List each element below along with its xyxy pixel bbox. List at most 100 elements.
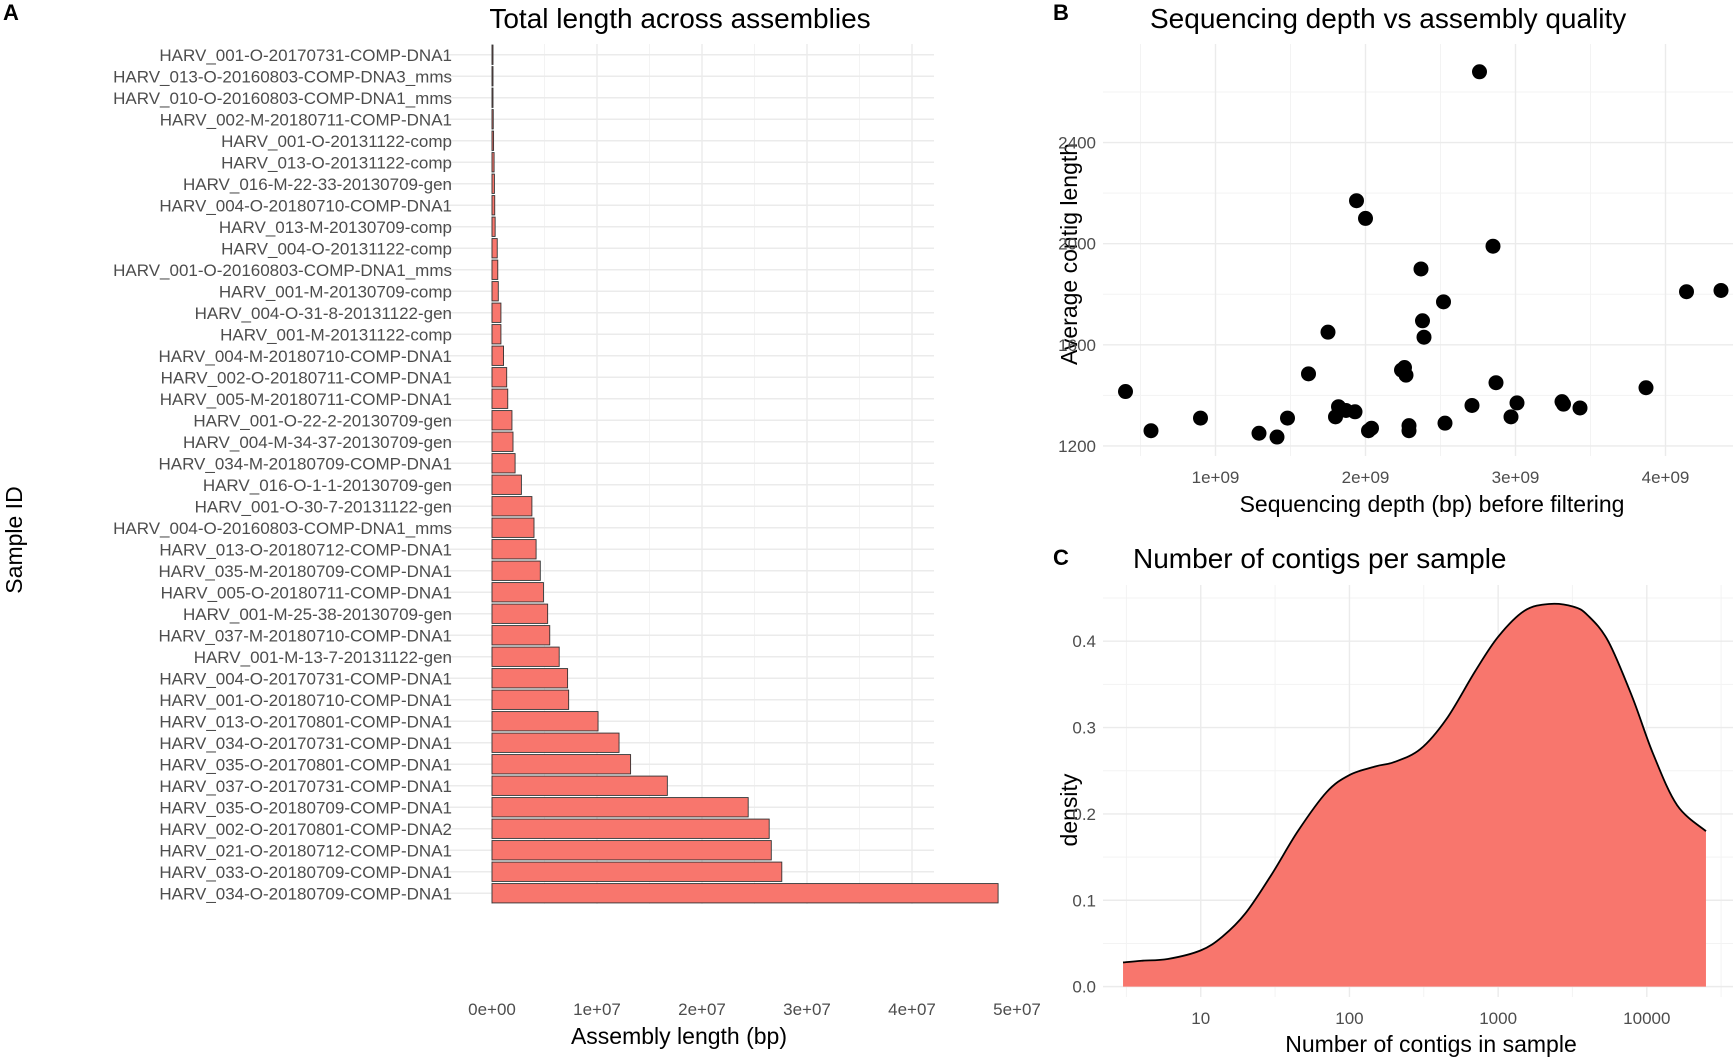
panel-a-bar: [491, 883, 999, 904]
panel-b-point: [1488, 375, 1504, 391]
panel-b-y-tick-label: 1600: [1058, 336, 1096, 355]
panel-c-title: Number of contigs per sample: [1133, 543, 1507, 574]
panel-a-y-tick-label: HARV_034-M-20180709-COMP-DNA1: [158, 454, 452, 473]
panel-a-bar: [491, 44, 494, 65]
panel-a-bar: [491, 152, 495, 173]
panel-b-point: [1485, 238, 1501, 254]
panel-a-y-tick-label: HARV_035-O-20180709-COMP-DNA1: [159, 798, 452, 817]
panel-a-y-tick-label: HARV_037-M-20180710-COMP-DNA1: [158, 626, 452, 645]
panel-a-bar: [491, 87, 494, 108]
panel-c: C Number of contigs per sample Number of…: [1053, 543, 1733, 1057]
panel-b-gridlines: [1103, 44, 1733, 456]
panel-a-bar: [491, 109, 494, 130]
panel-b-point: [1713, 282, 1729, 298]
panel-a-bar: [491, 238, 498, 259]
panel-a-label: A: [3, 0, 19, 25]
panel-b-x-tick-label: 4e+09: [1642, 468, 1690, 487]
panel-a-bar: [491, 474, 522, 495]
panel-a-title: Total length across assemblies: [489, 3, 870, 34]
panel-a-y-tick-label: HARV_004-M-20180710-COMP-DNA1: [158, 347, 452, 366]
panel-b-x-tick-labels: 1e+09 2e+09 3e+09 4e+09: [1192, 468, 1690, 487]
panel-b-point: [1358, 210, 1373, 226]
panel-b-x-tick-label: 2e+09: [1342, 468, 1390, 487]
panel-a-bar: [491, 840, 772, 861]
panel-b-y-tick-labels: 1200 1600 2000 2400: [1058, 134, 1096, 456]
panel-a-x-axis-title: Assembly length (bp): [571, 1023, 787, 1049]
panel-a-bar: [491, 517, 535, 538]
panel-a-y-tick-label: HARV_013-M-20130709-comp: [219, 218, 452, 237]
panel-c-label: C: [1053, 545, 1069, 570]
panel-a-bar: [491, 646, 560, 667]
panel-c-density-fill: [1123, 603, 1706, 987]
panel-b-point: [1349, 193, 1364, 209]
panel-a-y-tick-label: HARV_013-O-20180712-COMP-DNA1: [159, 540, 452, 559]
panel-a-y-tick-label: HARV_013-O-20170801-COMP-DNA1: [159, 712, 452, 731]
panel-b-point: [1572, 400, 1588, 416]
panel-a-bar: [491, 281, 499, 302]
panel-a-y-tick-label: HARV_013-O-20131122-comp: [221, 153, 452, 172]
panel-b-point: [1401, 418, 1417, 434]
panel-a-bar: [491, 66, 494, 87]
panel-a: A Total length across assemblies Assembl…: [1, 0, 1041, 1049]
panel-a-y-tick-label: HARV_002-O-20170801-COMP-DNA2: [159, 820, 452, 839]
panel-b-point: [1320, 324, 1336, 340]
panel-a-y-tick-label: HARV_035-M-20180709-COMP-DNA1: [158, 562, 452, 581]
panel-c-y-tick-labels: 0.0 0.1 0.2 0.3 0.4: [1072, 632, 1096, 996]
panel-a-bar: [491, 130, 495, 151]
panel-a-y-tick-labels: HARV_001-O-20170731-COMP-DNA1 HARV_013-O-…: [113, 46, 452, 904]
panel-a-y-tick-label: HARV_016-O-1-1-20130709-gen: [203, 476, 452, 495]
panel-a-y-tick-label: HARV_010-O-20160803-COMP-DNA1_mms: [113, 89, 452, 108]
panel-b-x-axis-title: Sequencing depth (bp) before filtering: [1240, 491, 1625, 517]
panel-a-y-tick-label: HARV_021-O-20180712-COMP-DNA1: [159, 841, 452, 860]
panel-a-bars: [491, 44, 999, 904]
panel-a-y-tick-label: HARV_004-O-20180710-COMP-DNA1: [159, 196, 452, 215]
panel-b-point: [1503, 409, 1519, 425]
panel-a-bar: [491, 453, 516, 474]
panel-a-y-tick-label: HARV_004-O-20131122-comp: [221, 239, 452, 258]
panel-a-y-tick-label: HARV_001-O-22-2-20130709-gen: [193, 411, 452, 430]
panel-c-density-line: [1122, 602, 1707, 964]
panel-c-y-tick-label: 0.3: [1072, 719, 1096, 738]
panel-b-point: [1472, 64, 1487, 80]
panel-a-bar: [491, 195, 496, 216]
panel-b-point: [1437, 415, 1453, 431]
panel-a-y-tick-label: HARV_001-M-20130709-comp: [219, 282, 452, 301]
panel-a-bar: [491, 818, 770, 839]
panel-b: B Sequencing depth vs assembly quality S…: [1053, 0, 1733, 517]
panel-b-point: [1251, 425, 1267, 441]
panel-a-bar: [491, 711, 599, 732]
panel-a-bar: [491, 775, 668, 796]
panel-c-x-axis-title: Number of contigs in sample: [1285, 1031, 1576, 1057]
panel-a-bar: [491, 259, 499, 280]
panel-b-point: [1118, 384, 1133, 400]
panel-a-bar: [491, 603, 549, 624]
panel-a-y-tick-label: HARV_001-M-13-7-20131122-gen: [194, 648, 452, 667]
panel-b-y-axis-title: Average contig length: [1056, 143, 1082, 365]
panel-b-point: [1193, 410, 1208, 426]
panel-a-bar: [491, 173, 495, 194]
panel-c-y-tick-label: 0.0: [1072, 978, 1096, 997]
panel-c-density-area: [1122, 602, 1707, 987]
panel-b-point: [1269, 429, 1285, 445]
panel-a-y-tick-label: HARV_002-M-20180711-COMP-DNA1: [160, 110, 452, 129]
panel-b-point: [1301, 366, 1316, 382]
panel-a-gridlines: [437, 44, 934, 904]
panel-a-y-tick-label: HARV_001-O-20131122-comp: [221, 132, 452, 151]
panel-b-point: [1679, 284, 1694, 300]
panel-b-points: [1118, 64, 1729, 445]
panel-a-bar: [491, 732, 620, 753]
panel-a-x-tick-label: 2e+07: [678, 1000, 726, 1019]
panel-a-y-tick-label: HARV_001-O-20160803-COMP-DNA1_mms: [113, 261, 452, 280]
panel-a-y-tick-label: HARV_004-O-20160803-COMP-DNA1_mms: [113, 519, 452, 538]
panel-a-bar: [491, 216, 496, 237]
panel-a-bar: [491, 861, 783, 882]
panel-c-x-tick-label: 10: [1191, 1009, 1210, 1028]
panel-b-point: [1464, 397, 1480, 413]
panel-b-point: [1347, 404, 1363, 420]
panel-b-point: [1416, 329, 1432, 345]
panel-a-bar: [491, 496, 533, 517]
panel-a-x-tick-label: 3e+07: [783, 1000, 831, 1019]
panel-a-x-tick-label: 5e+07: [993, 1000, 1041, 1019]
panel-a-y-tick-label: HARV_005-O-20180711-COMP-DNA1: [161, 583, 452, 602]
panel-a-x-tick-label: 1e+07: [573, 1000, 621, 1019]
